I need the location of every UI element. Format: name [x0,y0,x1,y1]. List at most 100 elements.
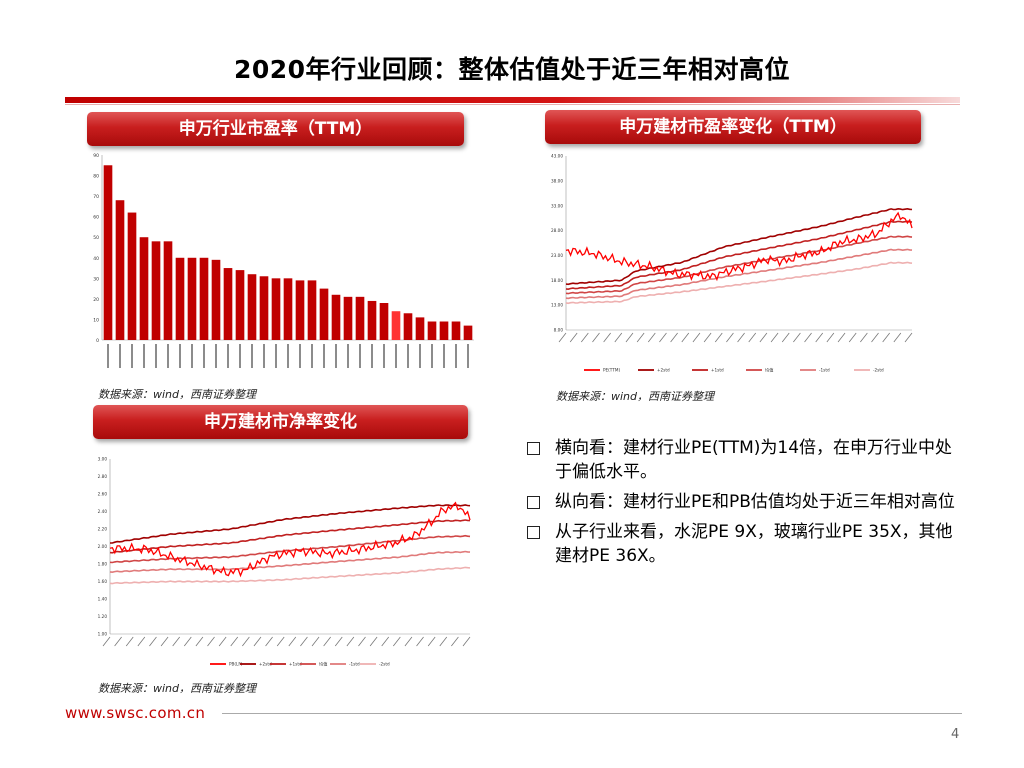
y-tick-label: 2.00 [98,544,108,549]
x-tick-label [826,332,835,343]
title-underline [65,97,960,103]
category-label [251,344,253,368]
legend-label: PE(TTM) [603,368,620,373]
legend-label: -2std [379,662,390,667]
series-line [109,519,471,554]
legend-label: 均值 [319,661,327,668]
legend-label: 均值 [765,367,773,374]
bullet-item: 从子行业来看，水泥PE 9X，玻璃行业PE 35X，其他建材PE 36X。 [525,520,965,568]
category-label [467,344,469,368]
bullet-list: 横向看：建材行业PE(TTM)为14倍，在申万行业中处于偏低水平。 纵向看：建材… [525,436,965,574]
x-tick-label [614,332,623,343]
category-label [431,344,433,368]
bar [307,280,317,340]
x-tick-label [793,332,801,343]
bar [319,288,329,340]
y-tick-label: 2.80 [98,474,108,479]
x-tick-label [346,636,355,647]
bar [427,321,437,340]
category-label [395,344,397,368]
banner-pe-industry: 申万行业市盈率（TTM） [87,112,464,146]
category-label [179,344,181,368]
series-line [565,248,913,300]
category-label [263,344,265,368]
bar [187,257,197,340]
x-tick-label [893,332,902,343]
x-tick-label [323,636,331,647]
bar [463,325,473,340]
x-tick-label [647,332,656,343]
bar [127,212,137,340]
y-tick-label: 50 [93,235,99,241]
x-tick-label [592,332,600,343]
x-tick-label [125,636,134,647]
category-label [287,344,289,368]
legend-label: +1std [711,368,724,373]
x-tick-label [427,636,436,647]
bar [259,276,269,340]
x-tick-label [137,636,146,647]
x-tick-label [714,332,723,343]
bar [247,274,257,340]
bar [367,300,377,340]
x-tick-label [748,332,757,343]
x-tick-label [300,636,308,647]
category-label [131,344,133,368]
legend-label: +2std [259,662,272,667]
series-line [565,220,913,291]
category-label [299,344,301,368]
bar [235,270,245,340]
y-tick-label: 1.40 [98,597,108,602]
category-label [455,344,457,368]
x-tick-label [149,636,157,647]
x-tick-label [242,636,250,647]
category-label [275,344,277,368]
series-line [565,235,913,295]
y-tick-label: 20 [93,297,99,303]
x-tick-label [804,332,812,343]
bullet-item: 横向看：建材行业PE(TTM)为14倍，在申万行业中处于偏低水平。 [525,436,965,484]
category-label [227,344,229,368]
page-title: 2020年行业回顾：整体估值处于近三年相对高位 [233,55,791,84]
y-tick-label: 2.60 [98,492,108,497]
checkbox-icon [527,496,540,509]
x-tick-label [265,636,273,647]
x-tick-label [569,332,578,343]
y-tick-label: 90 [93,153,99,159]
y-tick-label: 40 [93,256,99,262]
bar [115,200,125,340]
category-label [383,344,385,368]
category-label [371,344,373,368]
legend-label: -2std [873,368,884,373]
x-tick-label [759,332,768,343]
x-tick-label [404,636,413,647]
category-label [215,344,217,368]
bar [139,237,149,340]
category-label [335,344,337,368]
y-tick-label: 23.00 [551,253,563,258]
x-tick-label [904,332,913,343]
bar [331,294,341,340]
banner-pb-change: 申万建材市净率变化 [93,405,468,439]
bar [415,317,425,340]
checkbox-icon [527,526,540,539]
x-tick-label [276,636,285,647]
bar [211,259,221,340]
x-tick-label [670,332,678,343]
pe-change-line-chart: 8.00 13.00 18.00 23.00 28.00 33.00 38.00 43.00 P… [551,154,913,374]
category-label [239,344,241,368]
legend-label: +1std [289,662,302,667]
x-tick-label [703,332,712,343]
bar [343,296,353,340]
category-label [323,344,325,368]
bar [295,280,305,340]
x-tick-label [102,636,111,647]
category-label [119,344,121,368]
bar [199,257,209,340]
footer-url[interactable]: www.swsc.com.cn [65,704,206,722]
category-label [407,344,409,368]
y-tick-label: 33.00 [551,203,563,208]
bar [151,241,161,340]
category-label [359,344,361,368]
banner-pe-change: 申万建材市盈率变化（TTM） [545,110,921,144]
